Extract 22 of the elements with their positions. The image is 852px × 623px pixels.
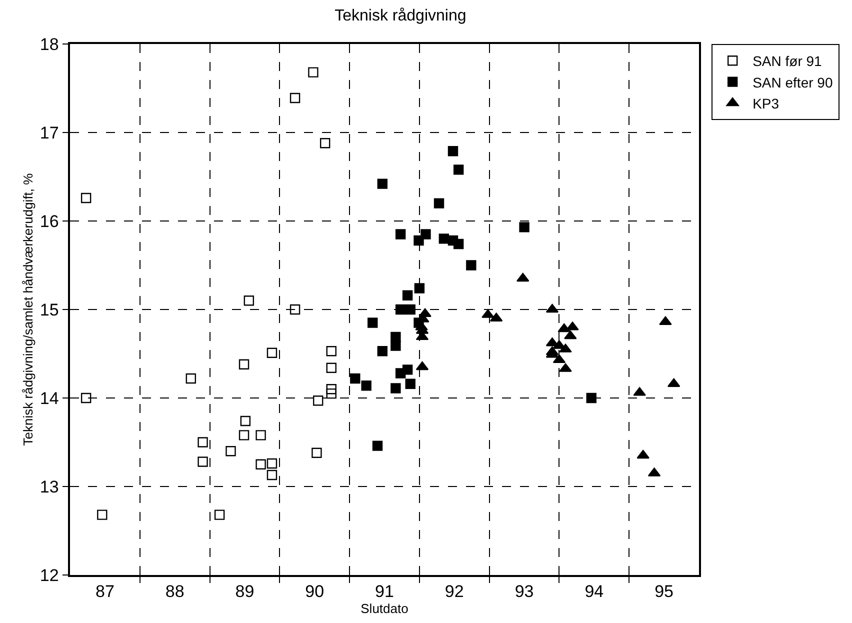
- x-tick-label: 93: [514, 582, 534, 602]
- y-tick-label: 18: [40, 34, 59, 54]
- x-tick-label: 94: [584, 582, 604, 602]
- x-tick-label: 92: [444, 582, 464, 602]
- x-axis-title: Slutdato: [360, 601, 408, 616]
- y-tick-label: 12: [40, 566, 59, 585]
- y-tick-label: 13: [40, 477, 59, 496]
- chart-title: Teknisk rådgivning: [334, 8, 466, 25]
- legend-label: KP3: [752, 95, 780, 112]
- x-tick-label: 88: [165, 582, 184, 602]
- y-tick-label: 15: [40, 300, 59, 320]
- x-tick-label: 89: [235, 582, 254, 602]
- legend-label: SAN før 91: [752, 53, 822, 70]
- y-axis-title: Teknisk rådgivning/samlet håndværkerudgift, %: [20, 172, 36, 446]
- x-tick-label: 87: [95, 582, 114, 602]
- legend-label: SAN efter 90: [752, 74, 833, 90]
- x-tick-label: 95: [654, 582, 674, 602]
- x-tick-label: 91: [375, 582, 394, 602]
- y-tick-label: 17: [40, 123, 59, 142]
- y-tick-label: 14: [40, 388, 59, 408]
- y-tick-label: 16: [40, 212, 59, 231]
- x-tick-label: 90: [305, 582, 324, 602]
